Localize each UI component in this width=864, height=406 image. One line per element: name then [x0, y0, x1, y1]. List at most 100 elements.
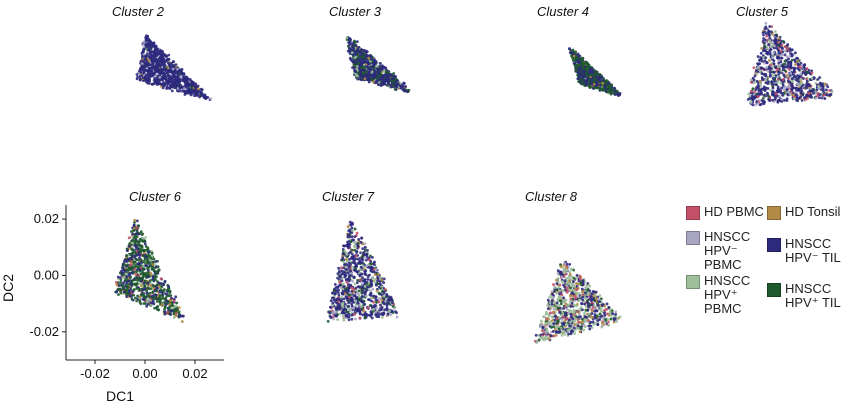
scatter-point	[358, 74, 362, 77]
scatter-point	[150, 251, 154, 255]
scatter-point	[348, 220, 352, 224]
scatter-point	[782, 62, 786, 66]
scatter-point	[333, 283, 337, 286]
scatter-point	[146, 81, 150, 85]
scatter-point	[339, 286, 343, 290]
scatter-point	[365, 65, 369, 69]
scatter-point	[389, 313, 393, 317]
scatter-point	[137, 289, 141, 292]
scatter-point	[154, 60, 158, 63]
scatter-point	[816, 94, 820, 98]
scatter-point	[812, 76, 816, 80]
scatter-point	[771, 74, 775, 78]
scatter-point	[576, 52, 580, 56]
scatter-point	[147, 251, 151, 254]
scatter-point	[350, 306, 354, 310]
scatter-point	[138, 77, 142, 80]
scatter-point	[341, 314, 345, 318]
scatter-point	[364, 294, 368, 298]
scatter-point	[792, 70, 796, 74]
scatter-point	[767, 80, 770, 83]
scatter-point	[353, 261, 357, 265]
scatter-point	[123, 288, 127, 292]
scatter-point	[823, 97, 827, 100]
scatter-point	[363, 256, 367, 260]
scatter-point	[392, 79, 395, 83]
scatter-point	[138, 247, 142, 251]
scatter-point	[151, 59, 155, 63]
scatter-point	[386, 312, 390, 316]
scatter-point	[758, 79, 762, 83]
scatter-point	[585, 74, 589, 78]
scatter-point	[779, 60, 783, 64]
scatter-point	[163, 305, 167, 309]
scatter-point	[828, 93, 831, 97]
scatter-point	[342, 297, 346, 301]
scatter-point	[802, 77, 805, 80]
scatter-point	[365, 54, 368, 57]
scatter-point	[612, 86, 616, 90]
scatter-point	[402, 89, 406, 93]
scatter-point	[128, 245, 131, 248]
scatter-point	[125, 291, 128, 295]
scatter-point	[777, 70, 781, 74]
scatter-point	[197, 87, 200, 91]
scatter-point	[796, 82, 799, 86]
scatter-point	[349, 271, 353, 275]
scatter-point	[355, 270, 359, 274]
scatter-point	[166, 79, 170, 83]
scatter-point	[357, 58, 361, 62]
scatter-point	[379, 303, 382, 307]
scatter-point	[170, 296, 173, 300]
scatter-point	[136, 258, 140, 262]
scatter-point	[359, 58, 363, 62]
scatter-point	[763, 41, 766, 45]
scatter-point	[771, 43, 775, 47]
scatter-point	[746, 98, 750, 101]
scatter-point	[383, 308, 386, 312]
scatter-point	[354, 296, 358, 300]
scatter-point	[347, 318, 351, 322]
scatter-point	[753, 90, 757, 93]
scatter-point	[822, 89, 825, 93]
scatter-point	[157, 60, 160, 64]
scatter-point	[359, 70, 363, 74]
scatter-point	[385, 307, 389, 311]
scatter-point	[177, 313, 181, 317]
scatter-point	[190, 86, 193, 90]
scatter-point	[172, 312, 176, 316]
scatter-point	[142, 267, 146, 271]
scatter-point	[790, 82, 794, 86]
scatter-point	[176, 86, 180, 90]
scatter-point	[146, 70, 150, 73]
scatter-point	[371, 310, 375, 313]
scatter-point	[590, 77, 593, 81]
scatter-point	[383, 288, 387, 291]
scatter-point	[138, 268, 142, 272]
scatter-point	[358, 278, 362, 282]
scatter-point	[756, 63, 760, 66]
scatter-point	[377, 313, 381, 317]
scatter-point	[373, 260, 376, 264]
scatter-point	[151, 277, 155, 281]
scatter-point	[161, 63, 165, 67]
scatter-point	[133, 220, 136, 224]
scatter-point	[593, 85, 596, 89]
scatter-point	[781, 93, 785, 97]
scatter-point	[768, 74, 772, 78]
scatter-point	[810, 89, 814, 93]
scatter-point	[379, 84, 383, 87]
scatter-point	[151, 294, 155, 298]
scatter-point	[350, 252, 354, 256]
scatter-point	[353, 244, 357, 248]
scatter-point	[796, 59, 799, 63]
scatter-point	[135, 219, 139, 223]
scatter-point	[810, 69, 814, 73]
scatter-point	[169, 294, 173, 297]
scatter-point	[357, 61, 361, 65]
scatter-point	[779, 81, 783, 85]
scatter-point	[586, 63, 590, 67]
scatter-point	[807, 68, 811, 72]
scatter-point	[133, 241, 137, 245]
scatter-point	[140, 62, 144, 65]
